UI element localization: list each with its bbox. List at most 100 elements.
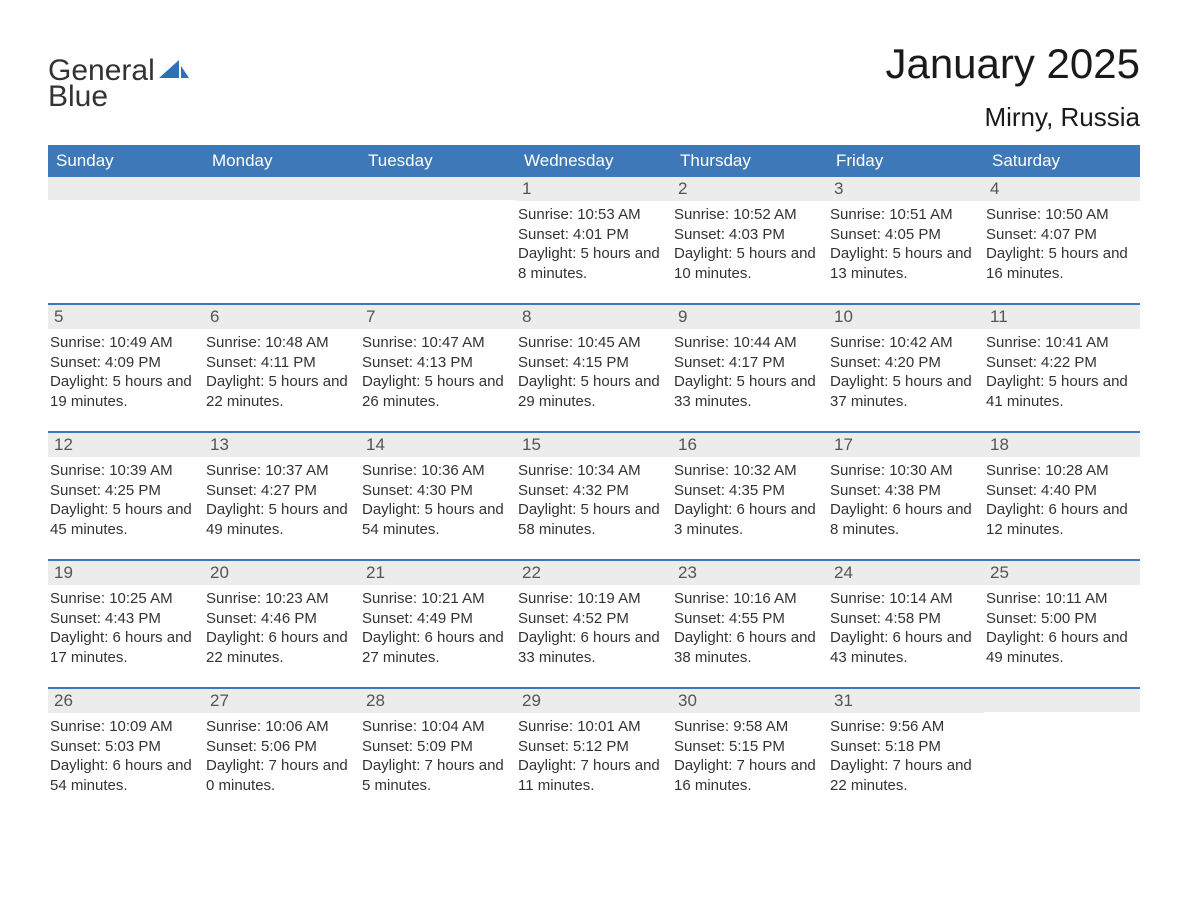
day-number: 15 [516,433,672,457]
day-details [360,200,516,208]
weekday-tuesday: Tuesday [360,145,516,177]
day-number: 22 [516,561,672,585]
day-details: Sunrise: 9:58 AMSunset: 5:15 PMDaylight:… [672,713,828,799]
weekday-wednesday: Wednesday [516,145,672,177]
day-27: 27Sunrise: 10:06 AMSunset: 5:06 PMDaylig… [204,689,360,815]
day-details: Sunrise: 10:23 AMSunset: 4:46 PMDaylight… [204,585,360,671]
day-number: 16 [672,433,828,457]
sunset-text: Sunset: 4:43 PM [50,609,200,629]
day-number: 17 [828,433,984,457]
sunset-text: Sunset: 4:20 PM [830,353,980,373]
day-6: 6Sunrise: 10:48 AMSunset: 4:11 PMDayligh… [204,305,360,431]
sunrise-text: Sunrise: 10:28 AM [986,461,1136,481]
sunset-text: Sunset: 4:05 PM [830,225,980,245]
sunrise-text: Sunrise: 10:32 AM [674,461,824,481]
daylight-text: Daylight: 5 hours and 45 minutes. [50,500,200,539]
sunrise-text: Sunrise: 10:44 AM [674,333,824,353]
daylight-text: Daylight: 5 hours and 33 minutes. [674,372,824,411]
day-number: 3 [828,177,984,201]
sunset-text: Sunset: 4:11 PM [206,353,356,373]
daylight-text: Daylight: 6 hours and 12 minutes. [986,500,1136,539]
daylight-text: Daylight: 7 hours and 5 minutes. [362,756,512,795]
day-number: 19 [48,561,204,585]
day-number: 25 [984,561,1140,585]
day-24: 24Sunrise: 10:14 AMSunset: 4:58 PMDaylig… [828,561,984,687]
day-empty [984,689,1140,815]
day-21: 21Sunrise: 10:21 AMSunset: 4:49 PMDaylig… [360,561,516,687]
logo-word2: Blue [48,80,108,113]
sunset-text: Sunset: 5:06 PM [206,737,356,757]
day-number: 8 [516,305,672,329]
sunrise-text: Sunrise: 10:06 AM [206,717,356,737]
sunset-text: Sunset: 4:01 PM [518,225,668,245]
day-details: Sunrise: 10:41 AMSunset: 4:22 PMDaylight… [984,329,1140,415]
daylight-text: Daylight: 7 hours and 0 minutes. [206,756,356,795]
day-details: Sunrise: 10:44 AMSunset: 4:17 PMDaylight… [672,329,828,415]
day-details: Sunrise: 10:25 AMSunset: 4:43 PMDaylight… [48,585,204,671]
sunset-text: Sunset: 4:46 PM [206,609,356,629]
weekday-saturday: Saturday [984,145,1140,177]
day-19: 19Sunrise: 10:25 AMSunset: 4:43 PMDaylig… [48,561,204,687]
sunset-text: Sunset: 4:15 PM [518,353,668,373]
day-number: 12 [48,433,204,457]
day-number [204,177,360,200]
daylight-text: Daylight: 6 hours and 17 minutes. [50,628,200,667]
day-13: 13Sunrise: 10:37 AMSunset: 4:27 PMDaylig… [204,433,360,559]
day-number: 18 [984,433,1140,457]
sunrise-text: Sunrise: 10:14 AM [830,589,980,609]
day-details: Sunrise: 10:48 AMSunset: 4:11 PMDaylight… [204,329,360,415]
day-details: Sunrise: 10:52 AMSunset: 4:03 PMDaylight… [672,201,828,287]
weekday-sunday: Sunday [48,145,204,177]
daylight-text: Daylight: 5 hours and 10 minutes. [674,244,824,283]
daylight-text: Daylight: 6 hours and 3 minutes. [674,500,824,539]
logo-sail-icon [157,56,191,86]
daylight-text: Daylight: 5 hours and 19 minutes. [50,372,200,411]
title-block: January 2025 Mirny, Russia [885,40,1140,133]
sunrise-text: Sunrise: 10:21 AM [362,589,512,609]
day-details: Sunrise: 9:56 AMSunset: 5:18 PMDaylight:… [828,713,984,799]
day-details: Sunrise: 10:09 AMSunset: 5:03 PMDaylight… [48,713,204,799]
day-number: 20 [204,561,360,585]
weekday-friday: Friday [828,145,984,177]
daylight-text: Daylight: 5 hours and 8 minutes. [518,244,668,283]
daylight-text: Daylight: 7 hours and 16 minutes. [674,756,824,795]
sunset-text: Sunset: 5:00 PM [986,609,1136,629]
day-number [48,177,204,200]
sunset-text: Sunset: 4:17 PM [674,353,824,373]
day-details: Sunrise: 10:39 AMSunset: 4:25 PMDaylight… [48,457,204,543]
day-2: 2Sunrise: 10:52 AMSunset: 4:03 PMDayligh… [672,177,828,303]
daylight-text: Daylight: 7 hours and 22 minutes. [830,756,980,795]
week-row: 1Sunrise: 10:53 AMSunset: 4:01 PMDayligh… [48,177,1140,303]
day-details: Sunrise: 10:28 AMSunset: 4:40 PMDaylight… [984,457,1140,543]
weekday-header-row: SundayMondayTuesdayWednesdayThursdayFrid… [48,145,1140,177]
day-9: 9Sunrise: 10:44 AMSunset: 4:17 PMDayligh… [672,305,828,431]
daylight-text: Daylight: 5 hours and 29 minutes. [518,372,668,411]
sunrise-text: Sunrise: 10:09 AM [50,717,200,737]
weeks-container: 1Sunrise: 10:53 AMSunset: 4:01 PMDayligh… [48,177,1140,815]
sunset-text: Sunset: 4:25 PM [50,481,200,501]
week-row: 5Sunrise: 10:49 AMSunset: 4:09 PMDayligh… [48,303,1140,431]
location-label: Mirny, Russia [885,102,1140,133]
sunrise-text: Sunrise: 10:23 AM [206,589,356,609]
day-empty [48,177,204,303]
sunrise-text: Sunrise: 10:30 AM [830,461,980,481]
sunrise-text: Sunrise: 10:47 AM [362,333,512,353]
sunset-text: Sunset: 5:12 PM [518,737,668,757]
sunrise-text: Sunrise: 10:42 AM [830,333,980,353]
day-4: 4Sunrise: 10:50 AMSunset: 4:07 PMDayligh… [984,177,1140,303]
sunrise-text: Sunrise: 9:58 AM [674,717,824,737]
week-row: 26Sunrise: 10:09 AMSunset: 5:03 PMDaylig… [48,687,1140,815]
day-5: 5Sunrise: 10:49 AMSunset: 4:09 PMDayligh… [48,305,204,431]
day-details: Sunrise: 10:04 AMSunset: 5:09 PMDaylight… [360,713,516,799]
day-25: 25Sunrise: 10:11 AMSunset: 5:00 PMDaylig… [984,561,1140,687]
calendar: SundayMondayTuesdayWednesdayThursdayFrid… [48,145,1140,815]
daylight-text: Daylight: 6 hours and 27 minutes. [362,628,512,667]
daylight-text: Daylight: 7 hours and 11 minutes. [518,756,668,795]
day-number: 10 [828,305,984,329]
sunrise-text: Sunrise: 10:16 AM [674,589,824,609]
day-details: Sunrise: 10:37 AMSunset: 4:27 PMDaylight… [204,457,360,543]
day-details: Sunrise: 10:01 AMSunset: 5:12 PMDaylight… [516,713,672,799]
day-number: 9 [672,305,828,329]
day-22: 22Sunrise: 10:19 AMSunset: 4:52 PMDaylig… [516,561,672,687]
sunrise-text: Sunrise: 10:48 AM [206,333,356,353]
